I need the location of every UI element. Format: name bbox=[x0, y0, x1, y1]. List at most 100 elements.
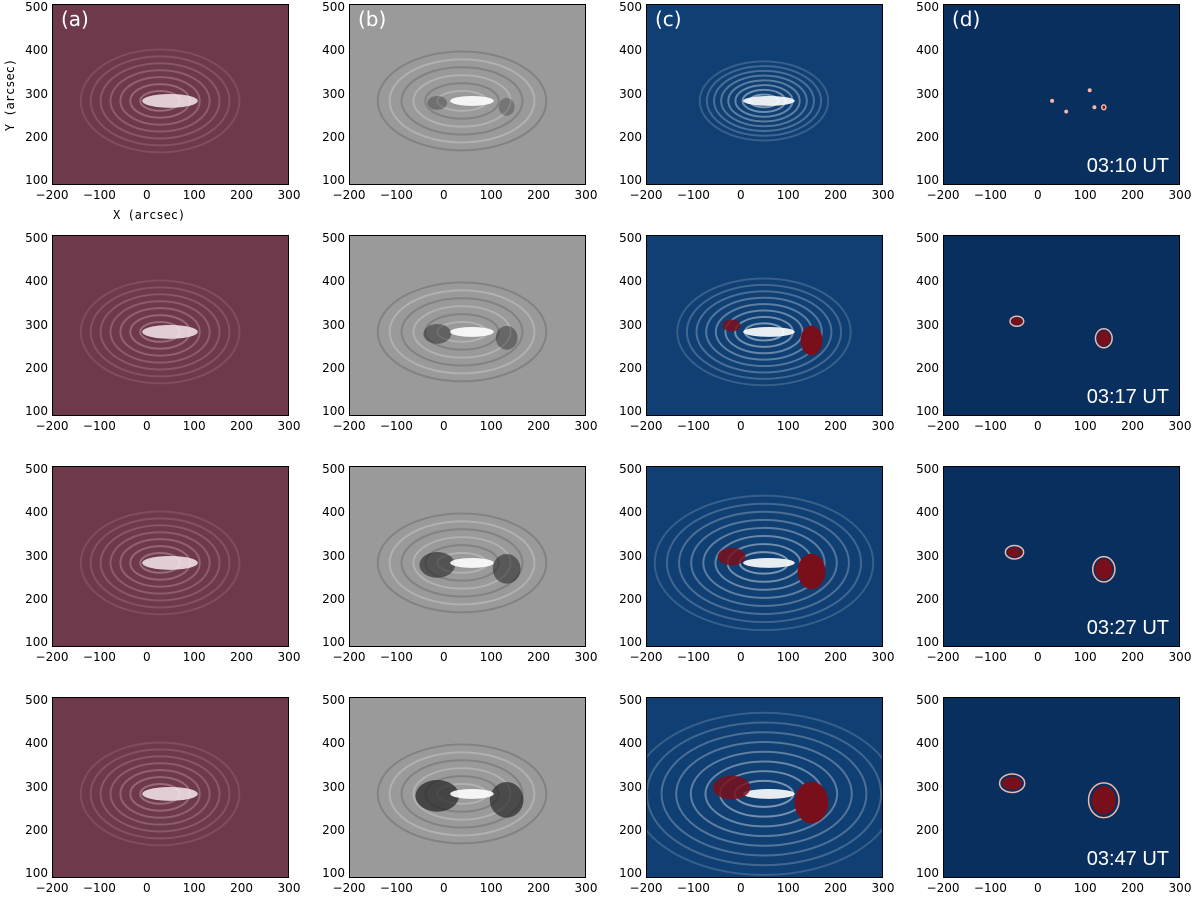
y-tick-label: 100 bbox=[916, 865, 939, 880]
image-panel-1-1: (a) bbox=[52, 4, 289, 185]
y-tick-label: 500 bbox=[322, 231, 345, 246]
solar-image bbox=[350, 698, 585, 877]
y-tick-label: 100 bbox=[25, 403, 48, 418]
x-tick-label: 0 bbox=[736, 188, 745, 202]
x-tick-label: −200 bbox=[629, 419, 663, 433]
y-tick-label: 400 bbox=[322, 505, 345, 520]
x-tick-label: 100 bbox=[479, 419, 503, 433]
y-tick-label: 300 bbox=[25, 779, 48, 794]
y-tick-label: 200 bbox=[322, 591, 345, 606]
y-tick-label: 400 bbox=[916, 43, 939, 58]
y-tick-label: 500 bbox=[25, 693, 48, 708]
panel-label: (b) bbox=[358, 7, 387, 31]
x-tick-label: 100 bbox=[182, 650, 206, 664]
x-tick-label: 0 bbox=[142, 419, 151, 433]
x-tick-label: −200 bbox=[926, 881, 960, 895]
y-tick-label: 200 bbox=[322, 360, 345, 375]
x-tick-label: −200 bbox=[332, 419, 366, 433]
solar-image bbox=[350, 236, 585, 415]
image-panel-2-3 bbox=[646, 235, 883, 416]
image-panel-2-4: 03:17 UT bbox=[943, 235, 1180, 416]
x-tick-label: 200 bbox=[1121, 419, 1145, 433]
image-panel-4-2 bbox=[349, 697, 586, 878]
y-tick-label: 400 bbox=[25, 505, 48, 520]
y-tick-label: 200 bbox=[619, 129, 642, 144]
y-tick-label: 200 bbox=[619, 591, 642, 606]
y-tick-label: 200 bbox=[916, 591, 939, 606]
y-tick-label: 400 bbox=[916, 505, 939, 520]
y-tick-label: 500 bbox=[25, 231, 48, 246]
solar-image bbox=[647, 467, 882, 646]
x-tick-label: 0 bbox=[142, 881, 151, 895]
x-tick-label: −200 bbox=[926, 650, 960, 664]
y-tick-label: 200 bbox=[619, 360, 642, 375]
y-tick-label: 300 bbox=[322, 317, 345, 332]
y-tick-label: 100 bbox=[916, 634, 939, 649]
solar-image bbox=[53, 5, 288, 184]
y-tick-label: 300 bbox=[916, 779, 939, 794]
solar-image bbox=[944, 698, 1179, 877]
x-tick-label: −100 bbox=[379, 188, 413, 202]
image-panel-1-4: (d) 03:10 UT bbox=[943, 4, 1180, 185]
solar-image bbox=[647, 236, 882, 415]
x-tick-label: 0 bbox=[439, 881, 448, 895]
x-tick-label: −200 bbox=[35, 881, 69, 895]
y-tick-label: 300 bbox=[619, 86, 642, 101]
x-tick-label: −200 bbox=[332, 881, 366, 895]
x-tick-label: 300 bbox=[574, 419, 598, 433]
x-tick-label: −100 bbox=[676, 419, 710, 433]
y-tick-label: 400 bbox=[25, 43, 48, 58]
x-tick-label: 0 bbox=[439, 188, 448, 202]
x-tick-label: 200 bbox=[824, 881, 848, 895]
y-tick-label: 100 bbox=[619, 403, 642, 418]
y-tick-label: 500 bbox=[619, 693, 642, 708]
y-tick-label: 500 bbox=[916, 462, 939, 477]
x-tick-label: 0 bbox=[736, 419, 745, 433]
image-panel-2-2 bbox=[349, 235, 586, 416]
y-tick-label: 200 bbox=[25, 591, 48, 606]
y-axis-label: Y (arcsec) bbox=[3, 58, 17, 132]
y-tick-label: 100 bbox=[619, 865, 642, 880]
x-tick-label: −100 bbox=[379, 650, 413, 664]
x-tick-label: 300 bbox=[574, 188, 598, 202]
x-tick-label: 0 bbox=[439, 650, 448, 664]
timestamp: 03:17 UT bbox=[1086, 386, 1169, 408]
x-tick-label: 200 bbox=[824, 650, 848, 664]
y-tick-label: 500 bbox=[619, 231, 642, 246]
panel-label: (d) bbox=[952, 7, 981, 31]
x-tick-label: 200 bbox=[527, 419, 551, 433]
y-tick-label: 300 bbox=[916, 317, 939, 332]
y-tick-label: 500 bbox=[322, 693, 345, 708]
solar-image bbox=[53, 236, 288, 415]
image-panel-4-3 bbox=[646, 697, 883, 878]
x-tick-label: −100 bbox=[676, 881, 710, 895]
x-tick-label: 300 bbox=[871, 188, 895, 202]
y-tick-label: 500 bbox=[916, 0, 939, 15]
solar-image bbox=[944, 467, 1179, 646]
x-tick-label: 0 bbox=[439, 419, 448, 433]
x-tick-label: −100 bbox=[973, 188, 1007, 202]
y-tick-label: 400 bbox=[619, 274, 642, 289]
x-tick-label: −100 bbox=[82, 419, 116, 433]
x-tick-label: 0 bbox=[142, 650, 151, 664]
image-panel-3-2 bbox=[349, 466, 586, 647]
image-panel-4-4: 03:47 UT bbox=[943, 697, 1180, 878]
image-panel-3-1 bbox=[52, 466, 289, 647]
x-tick-label: 100 bbox=[776, 881, 800, 895]
x-tick-label: 300 bbox=[1168, 188, 1192, 202]
x-tick-label: −200 bbox=[332, 650, 366, 664]
x-tick-label: −200 bbox=[629, 881, 663, 895]
y-tick-label: 300 bbox=[916, 86, 939, 101]
x-tick-label: −200 bbox=[926, 188, 960, 202]
x-tick-label: 200 bbox=[527, 881, 551, 895]
y-tick-label: 100 bbox=[322, 634, 345, 649]
x-tick-label: −200 bbox=[35, 650, 69, 664]
x-tick-label: −100 bbox=[973, 881, 1007, 895]
y-tick-label: 400 bbox=[619, 43, 642, 58]
x-tick-label: −100 bbox=[379, 419, 413, 433]
y-tick-label: 300 bbox=[25, 548, 48, 563]
y-tick-label: 200 bbox=[322, 822, 345, 837]
x-tick-label: 300 bbox=[277, 419, 301, 433]
x-tick-label: −100 bbox=[82, 881, 116, 895]
x-tick-label: 100 bbox=[479, 188, 503, 202]
